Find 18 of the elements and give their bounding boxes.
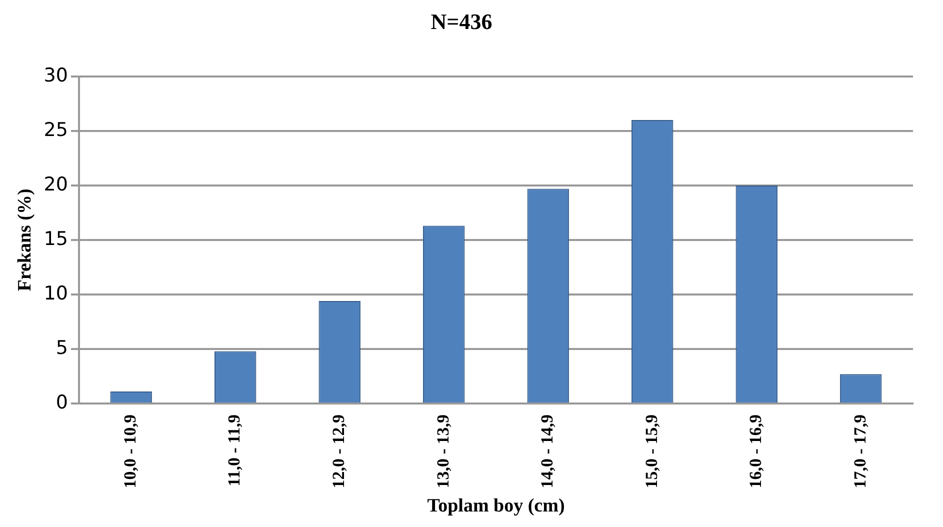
chart-title: N=436 [430, 8, 492, 34]
x-axis-title: Toplam boy (cm) [427, 496, 565, 517]
y-tick-label: 20 [44, 173, 68, 196]
y-tick-label: 5 [56, 336, 68, 359]
y-tick-label: 0 [56, 391, 68, 414]
x-tick-label: 11,0 - 11,9 [224, 414, 244, 486]
x-tick-label: 10,0 - 10,9 [120, 414, 140, 488]
x-tick-label: 16,0 - 16,9 [746, 414, 766, 488]
x-tick-label: 17,0 - 17,9 [850, 414, 870, 488]
x-tick-label: 14,0 - 14,9 [538, 414, 557, 488]
x-tick-label: 12,0 - 12,9 [329, 414, 348, 488]
y-tick-label: 10 [44, 282, 68, 304]
x-tick-label: 13,0 - 13,9 [433, 414, 452, 488]
y-tick-label: 25 [44, 118, 68, 141]
y-tick-label: 30 [44, 64, 68, 86]
y-axis-title: Frekans (%) [14, 188, 36, 292]
y-tick-label: 15 [44, 228, 68, 250]
x-tick-label: 15,0 - 15,9 [642, 414, 661, 488]
